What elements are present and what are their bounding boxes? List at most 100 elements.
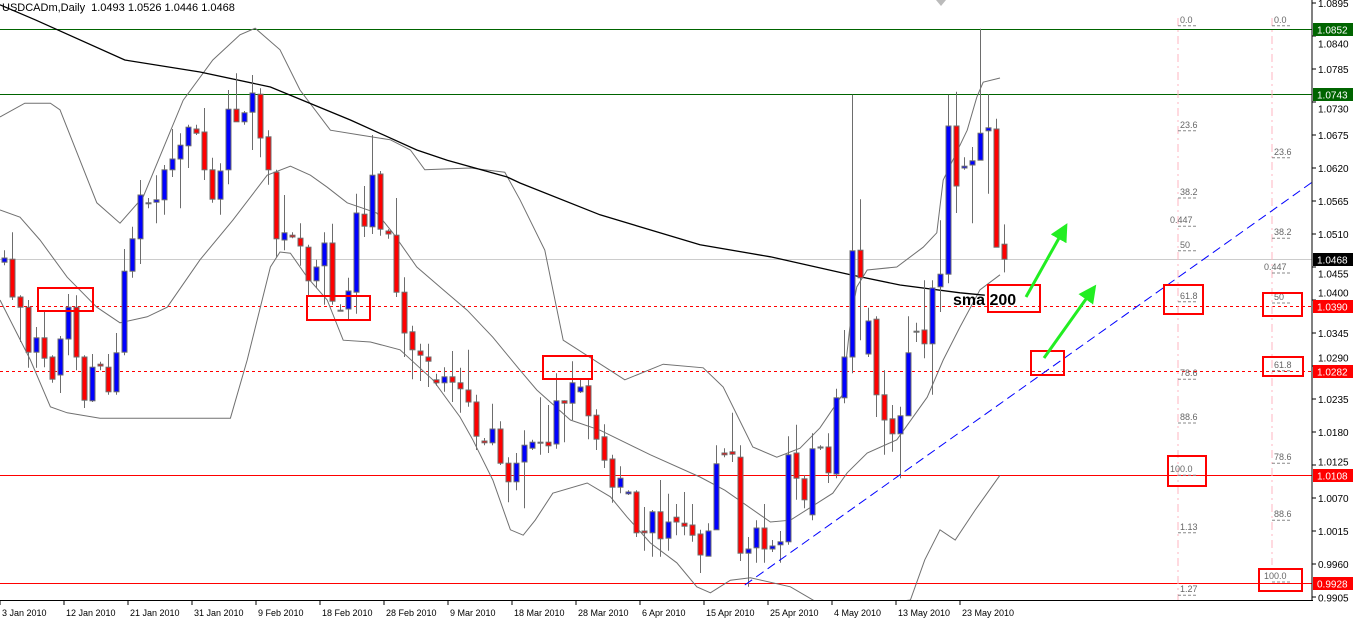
date-label: 28 Mar 2010: [578, 608, 629, 618]
candle-body: [321, 242, 328, 267]
bear-candle: [289, 232, 296, 239]
candle-body: [505, 462, 512, 483]
candle-body: [385, 230, 392, 235]
bull-candle: [841, 330, 848, 404]
bear-candle: [81, 355, 88, 408]
bull-candle: [569, 361, 576, 420]
chart-shift-marker-icon[interactable]: [936, 0, 946, 6]
bear-candle: [73, 295, 80, 371]
candle-body: [377, 173, 384, 230]
plot-area[interactable]: 0.0 23.6 38.2 0.447 50 61.8 78.6 88.6 100.0 1.13 1…: [0, 0, 1315, 610]
candle-body: [841, 356, 848, 399]
candle-body: [241, 112, 248, 123]
bollinger-lower-band: [0, 251, 1001, 600]
candle-body: [745, 548, 752, 554]
candle-body: [577, 386, 584, 393]
candle-body: [785, 454, 792, 543]
price-tick-label: 1.0785: [1318, 65, 1349, 76]
bear-candle: [657, 480, 664, 557]
price-label-bg: [1313, 469, 1353, 482]
candle-body: [801, 478, 808, 501]
candle-body: [409, 331, 416, 351]
bear-candle: [361, 186, 368, 237]
bull-candle: [617, 466, 624, 494]
bear-candle: [377, 171, 384, 236]
candle-body: [89, 366, 96, 402]
highlight-box: [37, 287, 94, 312]
date-label: 18 Mar 2010: [514, 608, 565, 618]
candle-body: [265, 136, 272, 171]
price-tick-label: 1.0675: [1318, 131, 1349, 142]
annotation-boxes: [37, 284, 1304, 592]
fibonacci-lines: [1177, 18, 1273, 600]
bear-candle: [545, 405, 552, 453]
bull-candle: [129, 226, 136, 278]
candle-body: [657, 511, 664, 540]
candle-body: [665, 521, 672, 539]
bear-candle: [449, 351, 456, 402]
price-label-bg: [1313, 253, 1353, 266]
bear-candle: [481, 438, 488, 446]
bull-candle: [65, 294, 72, 356]
candle-body: [401, 291, 408, 334]
date-label: 23 May 2010: [962, 608, 1014, 618]
bull-candle: [185, 124, 192, 168]
highlight-box: [1262, 356, 1304, 377]
candle-body: [17, 296, 24, 308]
candle-body: [545, 441, 552, 447]
bull-candle: [337, 304, 344, 312]
date-label: 31 Jan 2010: [194, 608, 244, 618]
price-tick-label: 1.0345: [1318, 329, 1349, 340]
price-label-bg: [1313, 300, 1353, 313]
candle-body: [1, 257, 8, 263]
candle-body: [537, 441, 544, 444]
price-level-label: 1.0282: [1317, 368, 1348, 379]
bull-candle: [937, 220, 944, 312]
bull-candle: [369, 135, 376, 234]
candle-body: [849, 250, 856, 358]
trendline-group[interactable]: [744, 180, 1315, 586]
bear-candle: [201, 108, 208, 180]
candle-body: [817, 446, 824, 449]
bull-candle: [321, 232, 328, 305]
bear-candle: [385, 229, 392, 239]
candle-body: [273, 171, 280, 240]
time-axis[interactable]: 3 Jan 2010 12 Jan 2010 21 Jan 2010 31 Jan 2…: [0, 600, 1014, 618]
bear-candle: [417, 343, 424, 381]
candle-body: [353, 212, 360, 293]
candle-body: [57, 338, 64, 376]
price-tick-label: 1.0180: [1318, 428, 1349, 439]
candle-body: [41, 337, 48, 359]
candle-body: [873, 318, 880, 396]
bear-candle: [409, 325, 416, 380]
bear-candle: [433, 373, 440, 386]
bear-candle: [641, 507, 648, 551]
candle-body: [761, 527, 768, 550]
bull-candle: [649, 510, 656, 557]
bull-candle: [241, 111, 248, 125]
candle-body: [33, 337, 40, 353]
trendline[interactable]: [744, 180, 1315, 586]
bull-candle: [985, 94, 992, 194]
date-label: 13 May 2010: [898, 608, 950, 618]
candle-body: [145, 202, 152, 205]
candle-body: [689, 524, 696, 536]
candle-body: [513, 462, 520, 483]
bear-candle: [633, 490, 640, 537]
sma-200-line: [0, 4, 985, 296]
bear-candle: [761, 504, 768, 563]
symbol-timeframe: USDCADm,Daily: [2, 2, 86, 14]
bollinger-bands: [0, 4, 1001, 600]
candle-body: [345, 290, 352, 310]
candle-body: [297, 237, 304, 247]
fib-level-label: 88.6: [1274, 509, 1292, 519]
date-label: 3 Jan 2010: [2, 608, 47, 618]
price-axis[interactable]: 1.0895 1.0840 1.0785 1.0730 1.0675 1.0620 1.05…: [1312, 0, 1349, 605]
price-tick-label: 0.9905: [1318, 594, 1349, 605]
candle-body: [633, 491, 640, 534]
date-label: 28 Feb 2010: [386, 608, 437, 618]
candle-body: [313, 266, 320, 282]
price-tick-label: 1.0730: [1318, 105, 1349, 116]
highlight-box: [1258, 568, 1303, 592]
